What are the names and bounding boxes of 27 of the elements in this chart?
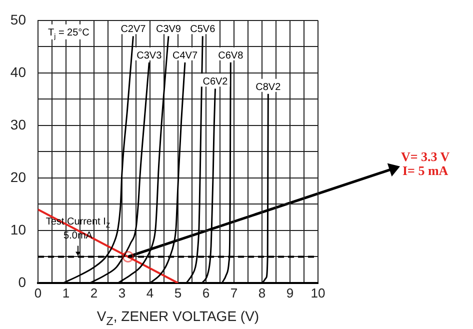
y-tick-label: 10 [10, 221, 26, 238]
x-tick-label: 1 [62, 285, 70, 300]
x-tick-label: 6 [202, 285, 210, 300]
series-label: C6V8 [218, 50, 244, 62]
x-tick-label: 5 [174, 285, 182, 300]
y-tick-label: 30 [10, 116, 26, 132]
x-tick-label: 8 [258, 285, 266, 300]
x-tick-label: 10 [310, 285, 326, 300]
x-tick-label: 2 [90, 285, 98, 300]
series-label: C3V9 [156, 24, 182, 36]
y-tick-label: 40 [10, 64, 26, 80]
series-label: C8V2 [256, 82, 282, 93]
x-tick-label: 4 [146, 285, 154, 300]
series-label: C5V6 [190, 24, 216, 36]
series-label: C2V7 [120, 24, 146, 36]
x-axis-title: V$_{Z}$, ZENER VOLTAGE (V) [96, 308, 260, 328]
x-tick-label: 0 [34, 285, 42, 300]
series-label: C3V3 [136, 50, 162, 62]
y-tick-label: 20 [10, 168, 26, 185]
series-label: C4V7 [172, 50, 198, 62]
y-tick-label: 50 [10, 11, 26, 28]
x-tick-label: 3 [118, 285, 126, 300]
y-tick-label: 0 [18, 274, 26, 290]
x-tick-label: 7 [230, 285, 238, 300]
series-label: C6V2 [202, 76, 228, 88]
text: V= 3.3 V I= 5 mA [401, 149, 450, 178]
x-tick-label: 9 [286, 285, 294, 300]
